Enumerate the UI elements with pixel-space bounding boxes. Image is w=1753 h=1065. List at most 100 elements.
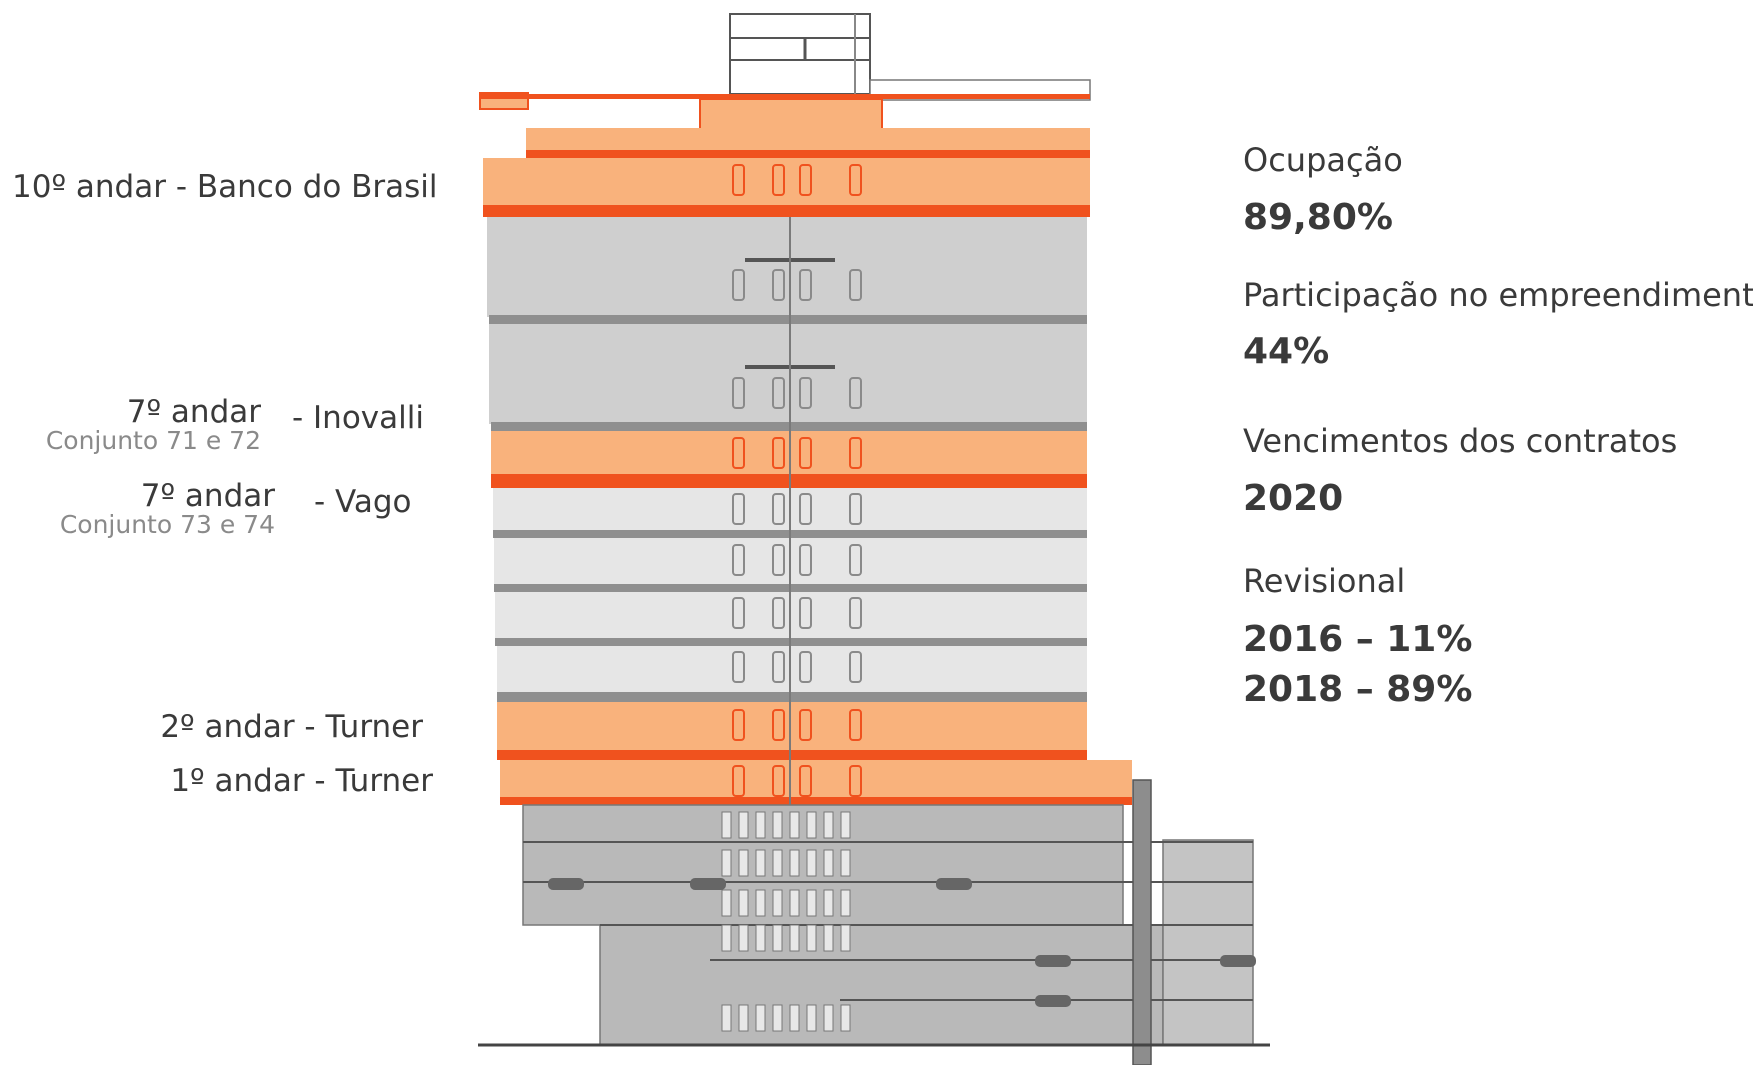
window-glyph bbox=[732, 765, 745, 797]
window-glyph bbox=[799, 544, 812, 576]
car-icon bbox=[1220, 955, 1256, 967]
parking-window bbox=[789, 811, 800, 839]
window-glyph bbox=[772, 651, 785, 683]
window-glyph bbox=[849, 765, 862, 797]
window-glyph bbox=[849, 437, 862, 469]
parking-window bbox=[738, 924, 749, 952]
window-glyph bbox=[799, 765, 812, 797]
parking-window bbox=[823, 849, 834, 877]
window-glyph bbox=[772, 377, 785, 409]
car-icon bbox=[1035, 955, 1071, 967]
window-glyph bbox=[799, 651, 812, 683]
revision-label: Revisional bbox=[1243, 562, 1406, 600]
window-glyph bbox=[799, 164, 812, 196]
parking-window bbox=[823, 1004, 834, 1032]
share-label: Participação no empreendimento bbox=[1243, 276, 1753, 314]
parking-window bbox=[755, 924, 766, 952]
window-glyph bbox=[772, 765, 785, 797]
window-glyph bbox=[799, 269, 812, 301]
parking-window bbox=[772, 924, 783, 952]
car-icon bbox=[690, 878, 726, 890]
parking-window bbox=[806, 849, 817, 877]
window-glyph bbox=[849, 164, 862, 196]
expiry-value: 2020 bbox=[1243, 478, 1344, 519]
parking-podium bbox=[478, 779, 1270, 1065]
floor-10-highlight bbox=[479, 92, 1090, 217]
parking-window bbox=[721, 849, 732, 877]
window-glyph bbox=[849, 709, 862, 741]
parking-window bbox=[806, 1004, 817, 1032]
floor-7b-tenant: - Vago bbox=[314, 484, 412, 520]
revision-value-2018: 2018 – 89% bbox=[1243, 669, 1473, 710]
window-glyph bbox=[772, 597, 785, 629]
parking-window bbox=[721, 1004, 732, 1032]
floor-7a-title: 7º andar bbox=[126, 394, 261, 430]
parking-window bbox=[806, 811, 817, 839]
parking-window bbox=[755, 811, 766, 839]
parking-window bbox=[738, 1004, 749, 1032]
parking-window bbox=[840, 849, 851, 877]
parking-window bbox=[840, 811, 851, 839]
parking-window bbox=[806, 924, 817, 952]
window-glyph bbox=[849, 269, 862, 301]
window-glyph bbox=[732, 377, 745, 409]
window-glyph bbox=[732, 269, 745, 301]
parking-window bbox=[840, 924, 851, 952]
window-glyph bbox=[799, 709, 812, 741]
window-glyph bbox=[772, 164, 785, 196]
upper-gray-floors bbox=[487, 217, 1087, 431]
parking-window bbox=[738, 811, 749, 839]
floor-7b-subtitle: Conjunto 73 e 74 bbox=[59, 510, 275, 539]
window-glyph bbox=[772, 544, 785, 576]
window-glyph bbox=[732, 597, 745, 629]
expiry-label: Vencimentos dos contratos bbox=[1243, 422, 1678, 460]
parking-window bbox=[755, 1004, 766, 1032]
window-glyph bbox=[732, 493, 745, 525]
occupancy-value: 89,80% bbox=[1243, 197, 1393, 238]
window-glyph bbox=[849, 651, 862, 683]
parking-window bbox=[772, 811, 783, 839]
car-icon bbox=[936, 878, 972, 890]
parking-window bbox=[789, 1004, 800, 1032]
parked-cars bbox=[548, 878, 1256, 1007]
parking-window bbox=[721, 889, 732, 917]
window-glyph bbox=[732, 544, 745, 576]
window-glyph bbox=[849, 544, 862, 576]
window-glyph bbox=[849, 493, 862, 525]
rooftop-structure bbox=[729, 13, 1091, 101]
parking-window bbox=[806, 889, 817, 917]
window-glyph bbox=[772, 709, 785, 741]
window-glyph bbox=[732, 437, 745, 469]
floor-7a-subtitle: Conjunto 71 e 72 bbox=[45, 426, 261, 455]
window-glyph bbox=[732, 651, 745, 683]
parking-window bbox=[789, 924, 800, 952]
window-glyph bbox=[772, 269, 785, 301]
parking-window bbox=[738, 849, 749, 877]
window-glyph bbox=[732, 709, 745, 741]
window-glyph bbox=[732, 164, 745, 196]
parking-window bbox=[772, 1004, 783, 1032]
parking-window bbox=[823, 811, 834, 839]
occupancy-label: Ocupação bbox=[1243, 141, 1403, 179]
revision-value-2016: 2016 – 11% bbox=[1243, 619, 1473, 660]
window-glyph bbox=[799, 377, 812, 409]
window-glyph bbox=[799, 437, 812, 469]
parking-window bbox=[772, 889, 783, 917]
parking-window bbox=[789, 889, 800, 917]
floor-1-label: 1º andar - Turner bbox=[170, 763, 433, 799]
window-columns bbox=[732, 164, 862, 805]
floor-7a-tenant: - Inovalli bbox=[292, 400, 424, 436]
parking-window bbox=[840, 1004, 851, 1032]
parking-window bbox=[789, 849, 800, 877]
floor-2-label: 2º andar - Turner bbox=[160, 709, 423, 745]
parking-window bbox=[755, 889, 766, 917]
window-glyph bbox=[772, 493, 785, 525]
parking-window bbox=[840, 889, 851, 917]
parking-window bbox=[823, 924, 834, 952]
window-glyph bbox=[772, 437, 785, 469]
car-icon bbox=[1035, 995, 1071, 1007]
window-glyph bbox=[799, 493, 812, 525]
floor-10-label: 10º andar - Banco do Brasil bbox=[12, 169, 438, 205]
parking-window bbox=[738, 889, 749, 917]
